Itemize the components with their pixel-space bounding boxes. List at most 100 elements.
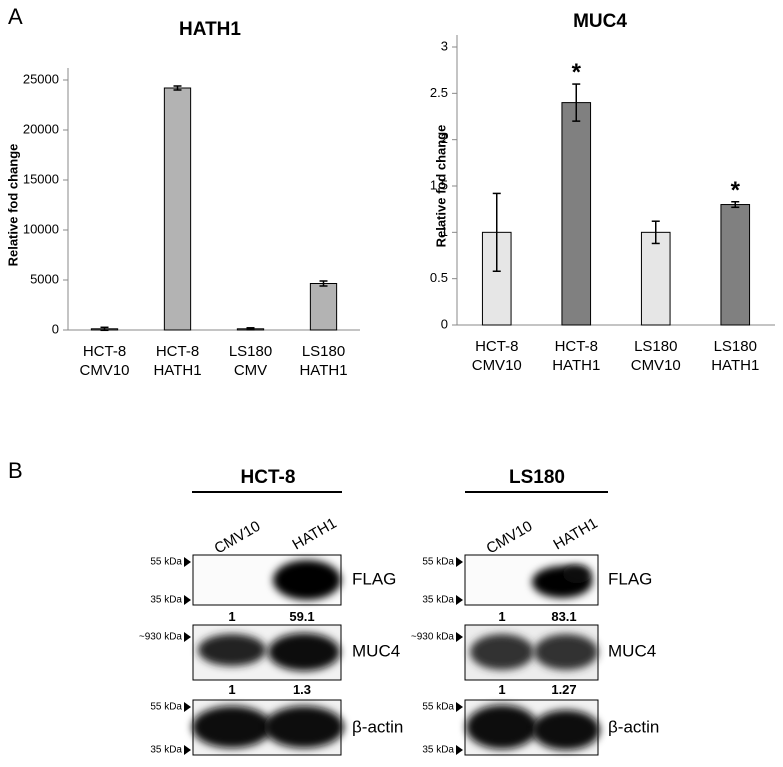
significance: *: [572, 59, 582, 86]
blot-title: HCT-8: [241, 467, 296, 488]
size-marker: 35 kDa: [150, 745, 182, 756]
blot-panel: LS180 CMV10 HATH1 1 83.1 1 1.27 55 kDa 3…: [411, 467, 659, 756]
quantification: 1: [228, 682, 235, 697]
quantification: 1.27: [551, 682, 576, 697]
size-marker: ~930 kDa: [139, 632, 183, 643]
y-tick-label: 0.5: [430, 270, 448, 285]
x-tick-label: LS180 CMV: [229, 343, 272, 379]
quantification: 1: [498, 609, 505, 624]
panel-label: B: [8, 458, 23, 483]
size-marker: 55 kDa: [422, 557, 454, 568]
y-axis-label: Relative fod change: [5, 144, 20, 267]
y-tick-label: 1: [441, 224, 448, 239]
error-bar: [246, 327, 255, 331]
x-tick-label: LS180 HATH1: [299, 343, 347, 379]
bar: [561, 102, 592, 326]
bar: [163, 87, 192, 331]
lane-label: HATH1: [290, 515, 340, 554]
y-tick-label: 2: [441, 131, 448, 146]
bar: [309, 283, 338, 331]
lane-label: HATH1: [551, 515, 601, 554]
bar: [720, 204, 751, 326]
error-bar: [731, 201, 740, 209]
x-tick-label: LS180 HATH1: [711, 338, 759, 374]
error-bar: [492, 192, 501, 273]
error-bar: [572, 83, 581, 122]
y-tick-label: 3: [441, 38, 448, 53]
band: [273, 560, 341, 600]
y-tick-label: 1.5: [430, 177, 448, 192]
x-tick-line: LS180: [302, 343, 345, 360]
x-tick-line: CMV10: [472, 357, 522, 374]
row-label: FLAG: [608, 569, 652, 588]
size-marker: 55 kDa: [422, 702, 454, 713]
band: [563, 565, 591, 583]
x-tick-line: HCT-8: [555, 338, 598, 355]
x-tick-line: HCT-8: [156, 343, 199, 360]
quantification: 1.3: [293, 682, 311, 697]
band: [470, 634, 534, 670]
blot-panel: HCT-8 CMV10 HATH1 1 59.1 1 1.3 55 kDa 35…: [139, 467, 403, 756]
blot-title: LS180: [509, 467, 565, 488]
y-tick-label: 20000: [23, 121, 59, 136]
x-tick-line: LS180: [634, 338, 677, 355]
x-tick-line: LS180: [714, 338, 757, 355]
chart-title: MUC4: [573, 11, 627, 32]
y-tick-label: 15000: [23, 171, 59, 186]
significance: *: [731, 177, 741, 204]
lane-label: CMV10: [484, 518, 536, 558]
row-label: FLAG: [352, 569, 396, 588]
size-marker: 55 kDa: [150, 557, 182, 568]
x-tick-line: HATH1: [153, 362, 201, 379]
row-label: MUC4: [608, 641, 656, 660]
x-tick-line: HATH1: [711, 357, 759, 374]
x-tick-line: CMV: [234, 362, 267, 379]
x-tick-line: HCT-8: [475, 338, 518, 355]
y-tick-label: 0: [52, 321, 59, 336]
size-marker: 55 kDa: [150, 702, 182, 713]
row-label: MUC4: [352, 641, 400, 660]
x-tick-label: HCT-8 HATH1: [552, 338, 600, 374]
marker-arrows: [456, 557, 463, 755]
x-tick-label: LS180 CMV10: [631, 338, 681, 374]
bar: [640, 231, 671, 326]
y-tick-label: 0: [441, 316, 448, 331]
size-marker: 35 kDa: [422, 745, 454, 756]
x-tick-line: CMV10: [79, 362, 129, 379]
quantification: 1: [498, 682, 505, 697]
marker-arrows: [184, 557, 191, 755]
band: [264, 706, 344, 748]
error-bar: [651, 220, 660, 245]
size-marker: ~930 kDa: [411, 632, 455, 643]
band: [192, 706, 272, 748]
y-tick-label: 25000: [23, 71, 59, 86]
panel-label: A: [8, 4, 23, 29]
band: [532, 710, 600, 750]
x-tick-line: HCT-8: [83, 343, 126, 360]
x-tick-label: HCT-8 HATH1: [153, 343, 201, 379]
x-tick-label: HCT-8 CMV10: [79, 343, 129, 379]
chart-title: HATH1: [179, 19, 241, 40]
y-tick-label: 2.5: [430, 85, 448, 100]
error-bar: [319, 280, 328, 287]
quantification: 83.1: [551, 609, 576, 624]
x-tick-line: LS180: [229, 343, 272, 360]
error-bar: [173, 85, 182, 91]
row-label: β-actin: [352, 717, 403, 736]
band: [466, 705, 538, 749]
x-tick-line: HATH1: [299, 362, 347, 379]
quantification: 59.1: [289, 609, 314, 624]
band: [534, 634, 598, 670]
y-axis-label: Relative fod change: [433, 125, 448, 248]
error-bar: [100, 326, 109, 332]
row-label: β-actin: [608, 717, 659, 736]
quantification: 1: [228, 609, 235, 624]
lane-label: CMV10: [212, 518, 264, 558]
size-marker: 35 kDa: [422, 595, 454, 606]
size-marker: 35 kDa: [150, 595, 182, 606]
y-tick-label: 10000: [23, 221, 59, 236]
band: [198, 634, 266, 666]
x-tick-label: HCT-8 CMV10: [472, 338, 522, 374]
